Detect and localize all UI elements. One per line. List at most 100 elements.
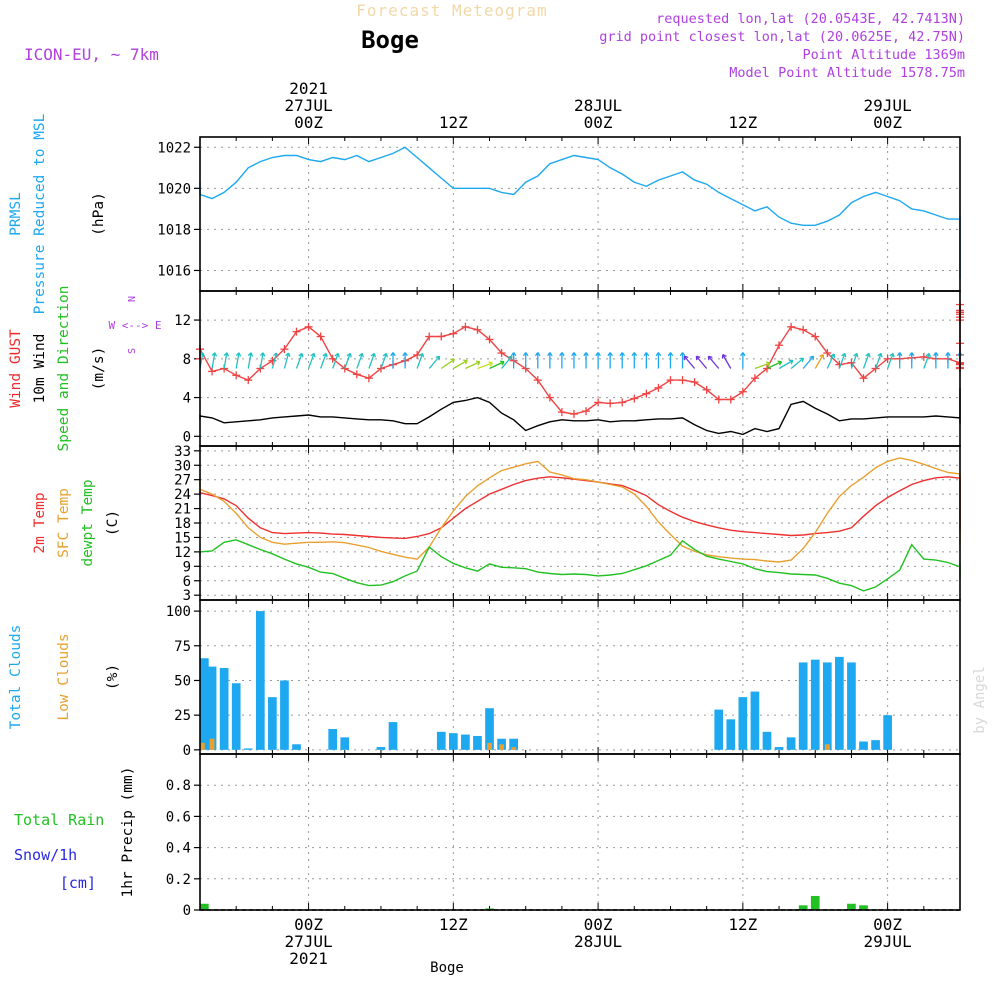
wind-arrow-shaft xyxy=(416,353,424,369)
wind-arrow-head xyxy=(418,352,423,357)
gust-marker xyxy=(726,395,735,404)
gust-marker xyxy=(582,407,591,416)
gust-marker xyxy=(437,332,446,341)
wind-arrow xyxy=(945,352,951,369)
wind-arrow xyxy=(790,357,804,369)
wind-arrow-shaft xyxy=(247,352,252,369)
wind-arrow xyxy=(453,359,468,370)
panel-precip: 0 0.2 0.4 0.6 0.8 1hr Precip (mm) Total Rain Sn… xyxy=(14,753,961,919)
wind-arrow-head xyxy=(390,352,394,357)
bar-primary xyxy=(207,666,217,750)
wind-arrow-shaft xyxy=(766,361,782,370)
y-axis-label: 1hr Precip (mm) xyxy=(120,767,136,898)
wind-arrow-shaft xyxy=(295,353,303,369)
gust-marker xyxy=(690,378,699,387)
wind-arrow-head xyxy=(507,355,513,358)
y-axis-label: (%) xyxy=(105,664,121,690)
wind-arrow-head xyxy=(402,352,406,357)
compass-legend: N S W <--> E xyxy=(109,296,162,354)
wind-arrow-head xyxy=(607,352,611,357)
bar-primary xyxy=(485,708,494,750)
wind-arrow-head xyxy=(475,360,481,363)
wind-arrow xyxy=(571,352,577,369)
y-tick-label: 0 xyxy=(183,743,191,759)
wind-arrow xyxy=(850,352,859,369)
bar-primary xyxy=(883,715,892,750)
y-axis-label: Pressure Reduced to MSL xyxy=(32,113,48,314)
y-axis-label: Low Clouds xyxy=(56,633,72,720)
y-tick-label: 25 xyxy=(174,708,191,724)
wind-arrow-shaft xyxy=(380,353,388,369)
wind-arrow-head xyxy=(247,352,252,357)
panel-clouds: 0 25 50 75 100 Total Clouds Low Clouds (%) xyxy=(8,599,961,759)
y-axis-label: (hPa) xyxy=(91,192,107,236)
y-tick-label: 1020 xyxy=(157,181,191,197)
y-tick-label: 0 xyxy=(183,903,191,919)
wind-arrow-head xyxy=(619,352,623,357)
panels: 1016 1018 1020 1022 PRMSL Pressure Reduced to… xyxy=(8,113,964,919)
wind-arrow-head xyxy=(777,360,782,363)
wind-arrow-shaft xyxy=(790,357,804,369)
panel-frame xyxy=(199,599,961,755)
series-line-1 xyxy=(199,457,961,563)
wind-arrow-shaft xyxy=(223,352,228,369)
wind-arrow-shaft xyxy=(802,355,814,369)
gust-marker xyxy=(811,332,820,341)
gust-marker xyxy=(533,376,542,385)
wind-arrow-head xyxy=(655,352,659,357)
wind-arrow xyxy=(271,352,279,369)
y-tick-label: 0.4 xyxy=(166,841,191,857)
bar-primary xyxy=(798,662,808,750)
wind-arrow-head xyxy=(889,352,894,357)
precip-legend-item: [cm] xyxy=(60,874,96,892)
y-axis-label: (C) xyxy=(105,510,121,536)
bar-primary xyxy=(798,905,808,910)
gust-marker xyxy=(485,335,494,344)
wind-arrow xyxy=(679,352,686,369)
wind-arrow-head xyxy=(896,352,901,357)
compass-north: N xyxy=(127,296,138,302)
gust-marker xyxy=(545,393,554,402)
y-axis-label: 10m Wind xyxy=(32,334,48,404)
bar-primary xyxy=(448,733,458,750)
gust-marker xyxy=(425,332,434,341)
wind-arrow xyxy=(211,352,218,369)
bar-primary xyxy=(859,741,868,750)
y-axis-label: dewpt Temp xyxy=(80,479,96,566)
wind-arrow xyxy=(655,352,662,369)
panel-frame xyxy=(199,753,961,911)
wind-arrow-shaft xyxy=(778,359,794,370)
bottom-time-label: 28JUL xyxy=(574,932,622,951)
precip-legend-item: Snow/1h xyxy=(14,846,77,864)
bottom-time-axis: 00Z27JUL202112Z00Z28JUL12Z00Z29JUL12Z xyxy=(284,915,911,968)
top-time-label: 27JUL xyxy=(284,96,332,115)
gust-marker xyxy=(750,374,759,383)
bar-primary xyxy=(738,697,748,750)
gust-marker xyxy=(280,345,289,354)
y-tick-label: 12 xyxy=(174,545,191,561)
wind-arrow xyxy=(547,352,553,369)
y-tick-label: 8 xyxy=(183,352,191,368)
series-line-0 xyxy=(199,476,961,540)
wind-arrow-shaft xyxy=(271,352,278,369)
gust-marker xyxy=(775,341,784,350)
y-tick-label: 4 xyxy=(183,391,191,407)
wind-arrow xyxy=(778,359,794,370)
bar-primary xyxy=(762,731,772,750)
wind-arrow-shaft xyxy=(695,355,708,369)
bar-primary xyxy=(200,658,209,750)
y-tick-label: 6 xyxy=(183,574,191,590)
wind-arrow xyxy=(380,352,389,369)
bottom-time-label: 2021 xyxy=(289,949,328,968)
bar-primary xyxy=(847,903,856,910)
requested-coords: requested lon,lat (20.0543E, 42.7413N) xyxy=(656,11,965,27)
gust-marker xyxy=(618,398,627,407)
wind-arrow-shaft xyxy=(887,353,894,369)
wind-arrow-head xyxy=(740,352,744,357)
wind-arrow xyxy=(826,353,836,369)
wind-arrow xyxy=(874,352,883,369)
bar-primary xyxy=(847,662,856,750)
wind-arrow-head xyxy=(547,352,551,357)
wind-arrow-head xyxy=(382,352,387,357)
wind-arrow xyxy=(814,354,825,369)
